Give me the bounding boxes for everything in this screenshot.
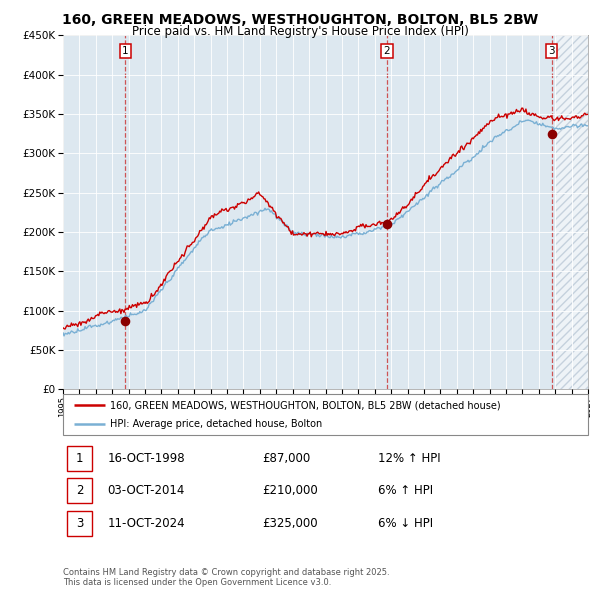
Text: 6% ↑ HPI: 6% ↑ HPI	[378, 484, 433, 497]
FancyBboxPatch shape	[67, 478, 92, 503]
Text: £87,000: £87,000	[263, 452, 311, 465]
Text: 6% ↓ HPI: 6% ↓ HPI	[378, 517, 433, 530]
Bar	[555, 35, 588, 389]
Text: 3: 3	[76, 517, 83, 530]
Text: Price paid vs. HM Land Registry's House Price Index (HPI): Price paid vs. HM Land Registry's House …	[131, 25, 469, 38]
Text: 1: 1	[76, 452, 83, 465]
Point	[121, 316, 130, 326]
FancyBboxPatch shape	[67, 446, 92, 471]
FancyBboxPatch shape	[67, 511, 92, 536]
Bar	[555, 35, 588, 389]
Text: 3: 3	[548, 46, 555, 56]
Text: 2: 2	[76, 484, 83, 497]
Text: 160, GREEN MEADOWS, WESTHOUGHTON, BOLTON, BL5 2BW (detached house): 160, GREEN MEADOWS, WESTHOUGHTON, BOLTON…	[110, 400, 501, 410]
Point	[547, 129, 557, 139]
Text: £325,000: £325,000	[263, 517, 318, 530]
Point	[382, 219, 392, 229]
Text: 12% ↑ HPI: 12% ↑ HPI	[378, 452, 440, 465]
Text: £210,000: £210,000	[263, 484, 318, 497]
Text: 03-OCT-2014: 03-OCT-2014	[107, 484, 185, 497]
Text: 160, GREEN MEADOWS, WESTHOUGHTON, BOLTON, BL5 2BW: 160, GREEN MEADOWS, WESTHOUGHTON, BOLTON…	[62, 13, 538, 27]
Text: 2: 2	[384, 46, 391, 56]
Text: 1: 1	[122, 46, 128, 56]
Text: Contains HM Land Registry data © Crown copyright and database right 2025.
This d: Contains HM Land Registry data © Crown c…	[63, 568, 389, 587]
Text: 11-OCT-2024: 11-OCT-2024	[107, 517, 185, 530]
Text: 16-OCT-1998: 16-OCT-1998	[107, 452, 185, 465]
Text: HPI: Average price, detached house, Bolton: HPI: Average price, detached house, Bolt…	[110, 419, 323, 429]
FancyBboxPatch shape	[63, 394, 588, 435]
